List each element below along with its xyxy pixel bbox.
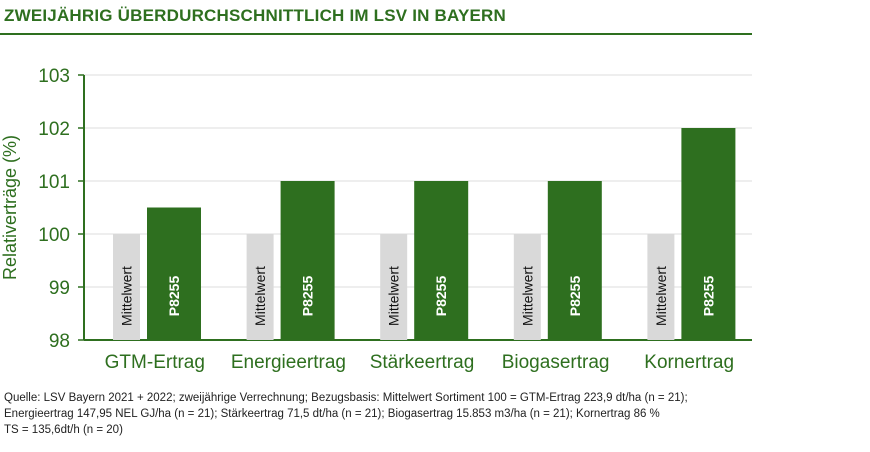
bar-mittelwert-5	[647, 234, 675, 340]
bar-chart: 98 99 100 101 102 103 Relativerträge (%) Mittel…	[0, 66, 752, 373]
source-line-3: TS = 135,6dt/h (n = 20)	[4, 424, 123, 436]
bar-label-mittelwert-4: Mittelwert	[519, 266, 535, 326]
bar-mittelwert-2	[246, 234, 274, 340]
bar-label-p8255-5: P8255	[700, 276, 716, 317]
bar-label-p8255-2: P8255	[300, 276, 316, 317]
bar-label-mittelwert-2: Mittelwert	[252, 266, 268, 326]
bar-label-mittelwert-5: Mittelwert	[653, 266, 669, 326]
bar-label-p8255-4: P8255	[567, 276, 583, 317]
x-tick-label-4: Biogasertrag	[502, 352, 610, 373]
bar-p8255-4	[547, 181, 602, 340]
source-line-1: Quelle: LSV Bayern 2021 + 2022; zweijähr…	[4, 392, 688, 404]
x-tick-label-3: Stärkeertrag	[370, 352, 475, 373]
bar-p8255-2	[280, 181, 335, 340]
x-tick-label-1: GTM-Ertrag	[105, 352, 205, 373]
bar-p8255-1	[147, 207, 201, 340]
y-tick-label-103: 103	[38, 66, 70, 87]
bar-label-p8255-3: P8255	[433, 276, 449, 317]
bar-label-p8255-1: P8255	[166, 276, 182, 317]
y-axis-label: Relativerträge (%)	[0, 135, 20, 280]
y-tick-label-100: 100	[38, 225, 70, 246]
bar-label-mittelwert-1: Mittelwert	[119, 266, 135, 326]
x-tick-label-2: Energieertrag	[231, 352, 346, 373]
x-tick-label-5: Kornertrag	[644, 352, 734, 373]
y-tick-label-102: 102	[38, 119, 70, 140]
title-divider	[0, 33, 752, 35]
bar-p8255-3	[414, 181, 469, 340]
chart-title: ZWEIJÄHRIG ÜBERDURCHSCHNITTLICH IM LSV I…	[4, 6, 506, 25]
bar-p8255-5	[681, 128, 736, 340]
y-tick-label-99: 99	[49, 278, 70, 299]
source-line-2: Energieertrag 147,95 NEL GJ/ha (n = 21);…	[4, 408, 660, 420]
y-tick-label-98: 98	[49, 331, 70, 352]
y-tick-label-101: 101	[38, 172, 70, 193]
bar-mittelwert-1	[113, 234, 140, 340]
bar-mittelwert-3	[380, 234, 408, 340]
bar-mittelwert-4	[513, 234, 541, 340]
bar-label-mittelwert-3: Mittelwert	[386, 266, 402, 326]
source-note: Quelle: LSV Bayern 2021 + 2022; zweijähr…	[4, 390, 854, 438]
